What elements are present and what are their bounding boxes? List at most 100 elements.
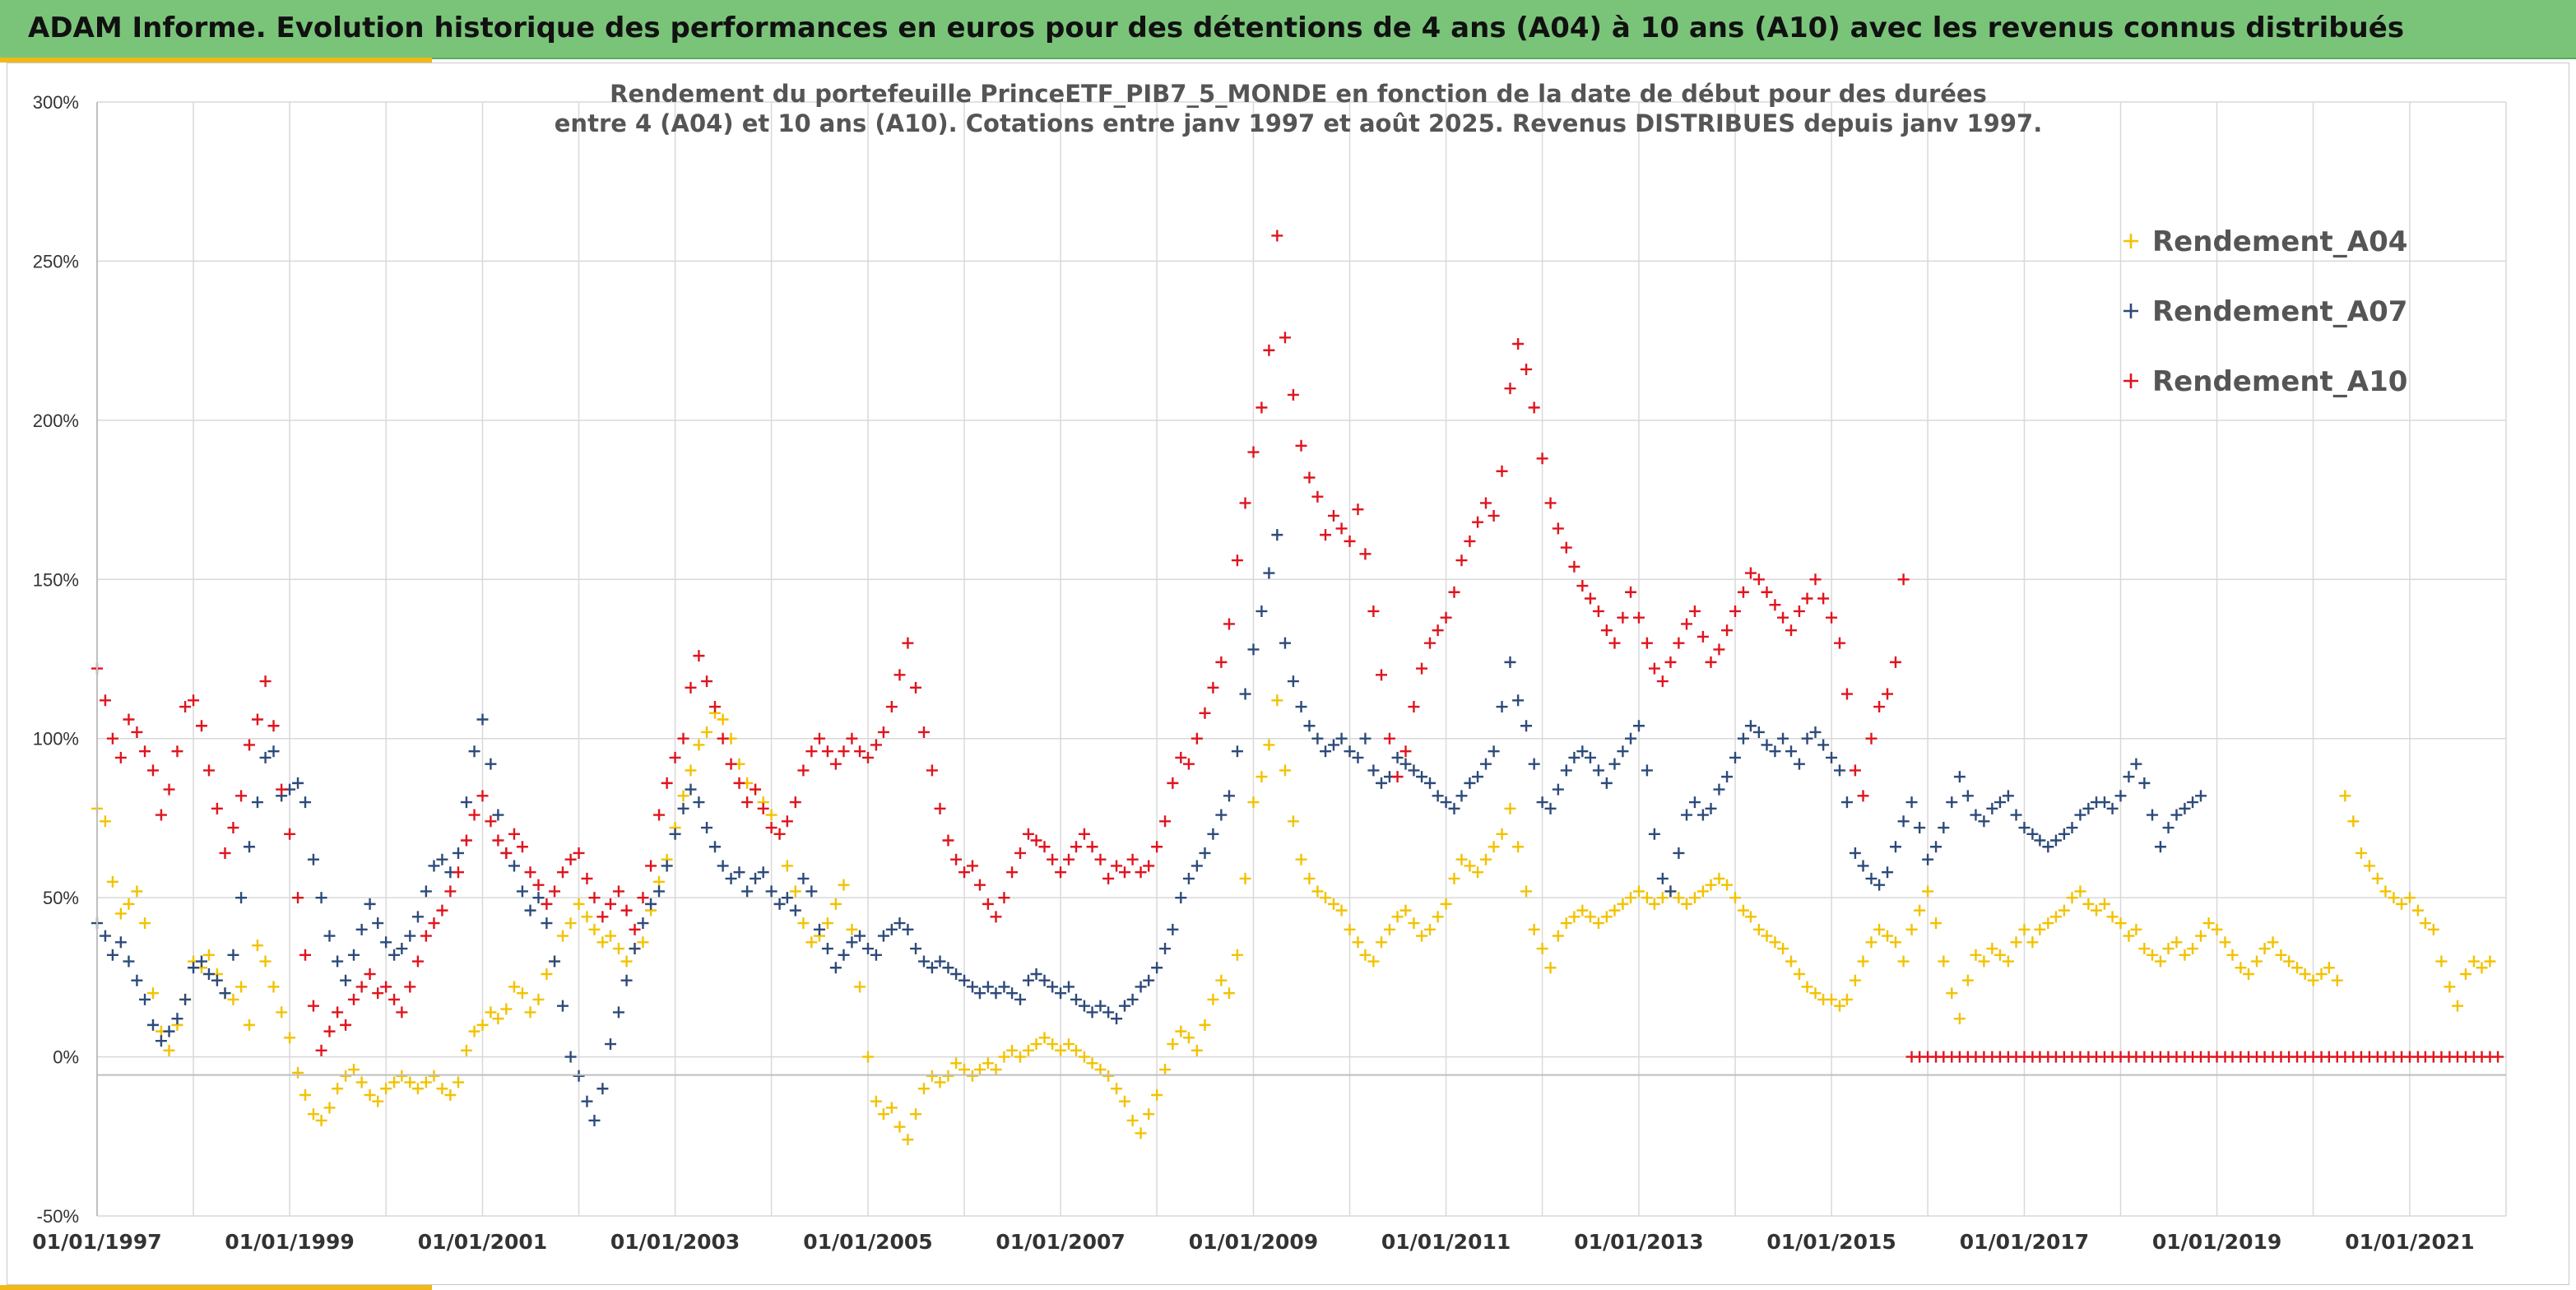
data-point <box>1271 230 1283 242</box>
data-point <box>1416 771 1428 783</box>
data-point <box>219 987 231 1000</box>
data-point <box>596 1083 609 1095</box>
data-point <box>524 1006 536 1019</box>
x-tick-label: 01/01/2013 <box>1574 1230 1703 1254</box>
data-point <box>821 943 833 955</box>
data-point <box>605 1038 617 1051</box>
data-point <box>2219 936 2231 949</box>
data-point <box>2411 904 2424 916</box>
data-point <box>998 981 1010 993</box>
data-point <box>227 822 239 834</box>
data-point <box>861 1051 874 1063</box>
legend-marker <box>2123 304 2138 318</box>
data-point <box>1721 879 1734 891</box>
data-point <box>1376 669 1387 681</box>
data-point <box>966 1070 978 1082</box>
data-point <box>1327 509 1339 522</box>
data-point <box>1038 974 1051 986</box>
data-point <box>1055 866 1067 879</box>
data-point <box>1078 828 1090 840</box>
data-point <box>1576 904 1589 916</box>
data-point <box>2283 955 2295 968</box>
data-point <box>2049 911 2062 923</box>
data-point <box>1006 866 1019 879</box>
data-point <box>2379 885 2392 898</box>
data-point <box>1826 611 1838 624</box>
y-tick-label: -50% <box>37 1206 79 1227</box>
data-point <box>1785 745 1797 758</box>
data-point <box>1793 605 1805 617</box>
data-point <box>797 872 810 884</box>
data-point <box>1078 1000 1090 1012</box>
data-point <box>805 936 818 949</box>
data-point <box>1263 344 1275 356</box>
data-point <box>2146 949 2158 961</box>
data-point <box>2419 917 2431 930</box>
data-point <box>1175 751 1187 763</box>
data-point <box>1199 707 1211 719</box>
data-point <box>524 904 536 916</box>
data-point <box>998 892 1010 904</box>
data-point <box>1584 911 1596 923</box>
data-point <box>1713 643 1725 656</box>
y-tick-label: 200% <box>33 411 79 431</box>
data-point <box>179 993 192 1005</box>
data-point <box>902 1134 914 1146</box>
data-point <box>155 1035 167 1047</box>
data-point <box>1047 981 1059 993</box>
data-point <box>2427 923 2439 935</box>
data-point <box>332 955 344 968</box>
data-point <box>581 872 593 884</box>
data-point <box>1182 758 1195 770</box>
data-point <box>1488 509 1500 522</box>
data-point <box>1239 497 1251 509</box>
data-point <box>146 1019 159 1031</box>
data-point <box>1826 993 1838 1005</box>
data-point <box>292 1066 304 1079</box>
data-point <box>765 822 777 834</box>
data-point <box>2492 1051 2504 1063</box>
data-point <box>1817 739 1830 751</box>
data-point <box>1440 611 1452 624</box>
data-point <box>1182 872 1195 884</box>
legend-label: Rendement_A10 <box>2152 365 2407 398</box>
data-point <box>259 675 272 688</box>
data-point <box>2435 955 2448 968</box>
data-point <box>492 809 504 821</box>
data-point <box>1399 904 1412 916</box>
data-point <box>1785 955 1797 968</box>
data-point <box>637 936 649 949</box>
data-point <box>2130 923 2142 935</box>
data-point <box>1295 853 1307 865</box>
data-point <box>348 1064 360 1076</box>
data-point <box>1834 637 1845 649</box>
data-point <box>1352 751 1364 763</box>
data-point <box>2235 962 2247 974</box>
x-tick-label: 01/01/2001 <box>418 1230 547 1254</box>
data-point <box>838 949 850 961</box>
data-point <box>2002 955 2014 968</box>
data-point <box>1978 955 1990 968</box>
data-point <box>934 1076 946 1088</box>
data-point <box>1143 860 1155 872</box>
data-point <box>917 955 930 968</box>
data-point <box>195 720 207 732</box>
header-bar: ADAM Informe. Evolution historique des p… <box>0 0 2576 59</box>
data-point <box>114 751 127 763</box>
data-point <box>1520 720 1533 732</box>
data-point <box>1440 796 1452 809</box>
data-point <box>1424 777 1436 789</box>
data-point <box>2179 949 2191 961</box>
data-point <box>2315 968 2328 980</box>
data-point <box>323 1025 336 1037</box>
data-point <box>1882 688 1894 700</box>
data-point <box>685 764 697 777</box>
data-point <box>854 930 866 942</box>
data-point <box>653 809 666 821</box>
data-point <box>1094 1064 1107 1076</box>
data-point <box>1223 618 1235 630</box>
data-point <box>1118 866 1130 879</box>
data-point <box>588 923 601 935</box>
data-point <box>292 777 304 789</box>
data-point <box>355 1076 368 1088</box>
